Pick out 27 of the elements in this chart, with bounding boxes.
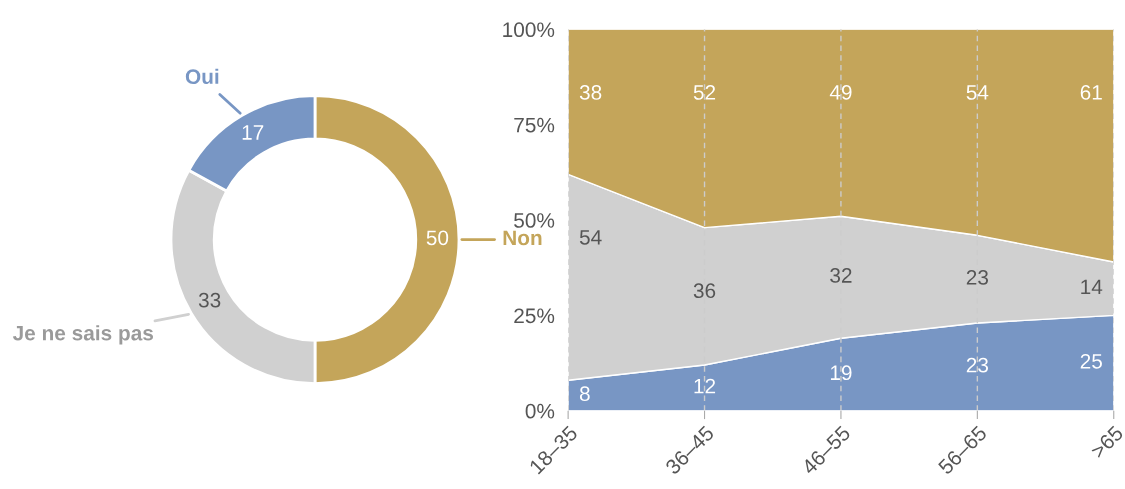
y-tick-label: 0% — [525, 403, 555, 419]
y-tick-label: 100% — [503, 22, 555, 38]
data-label: 25 — [1080, 353, 1102, 369]
data-label: 8 — [579, 386, 590, 402]
x-tick-label: >65 — [1089, 424, 1124, 460]
data-label: 52 — [693, 85, 716, 100]
data-label: 14 — [1081, 279, 1103, 295]
data-label: 61 — [1080, 85, 1102, 100]
data-label: 33 — [198, 292, 221, 308]
data-label: 54 — [579, 230, 602, 245]
slice-label: Je ne sais pas — [12, 325, 154, 345]
y-tick-label: 25% — [514, 308, 555, 324]
data-label: 36 — [693, 283, 716, 299]
data-label: 12 — [694, 378, 716, 394]
y-tick-label: 50% — [514, 213, 555, 228]
y-tick-label: 75% — [514, 117, 555, 133]
data-label: 50 — [426, 230, 449, 246]
data-label: 17 — [242, 125, 264, 140]
data-label: 23 — [966, 270, 989, 285]
data-label: 19 — [830, 365, 852, 381]
data-label: 38 — [579, 85, 602, 100]
data-label: 23 — [966, 357, 989, 373]
data-label: 32 — [830, 268, 852, 283]
data-label: 49 — [829, 85, 852, 100]
slice-label: Non — [503, 230, 542, 246]
slice-label: Oui — [185, 68, 219, 85]
data-label: 54 — [966, 85, 989, 100]
